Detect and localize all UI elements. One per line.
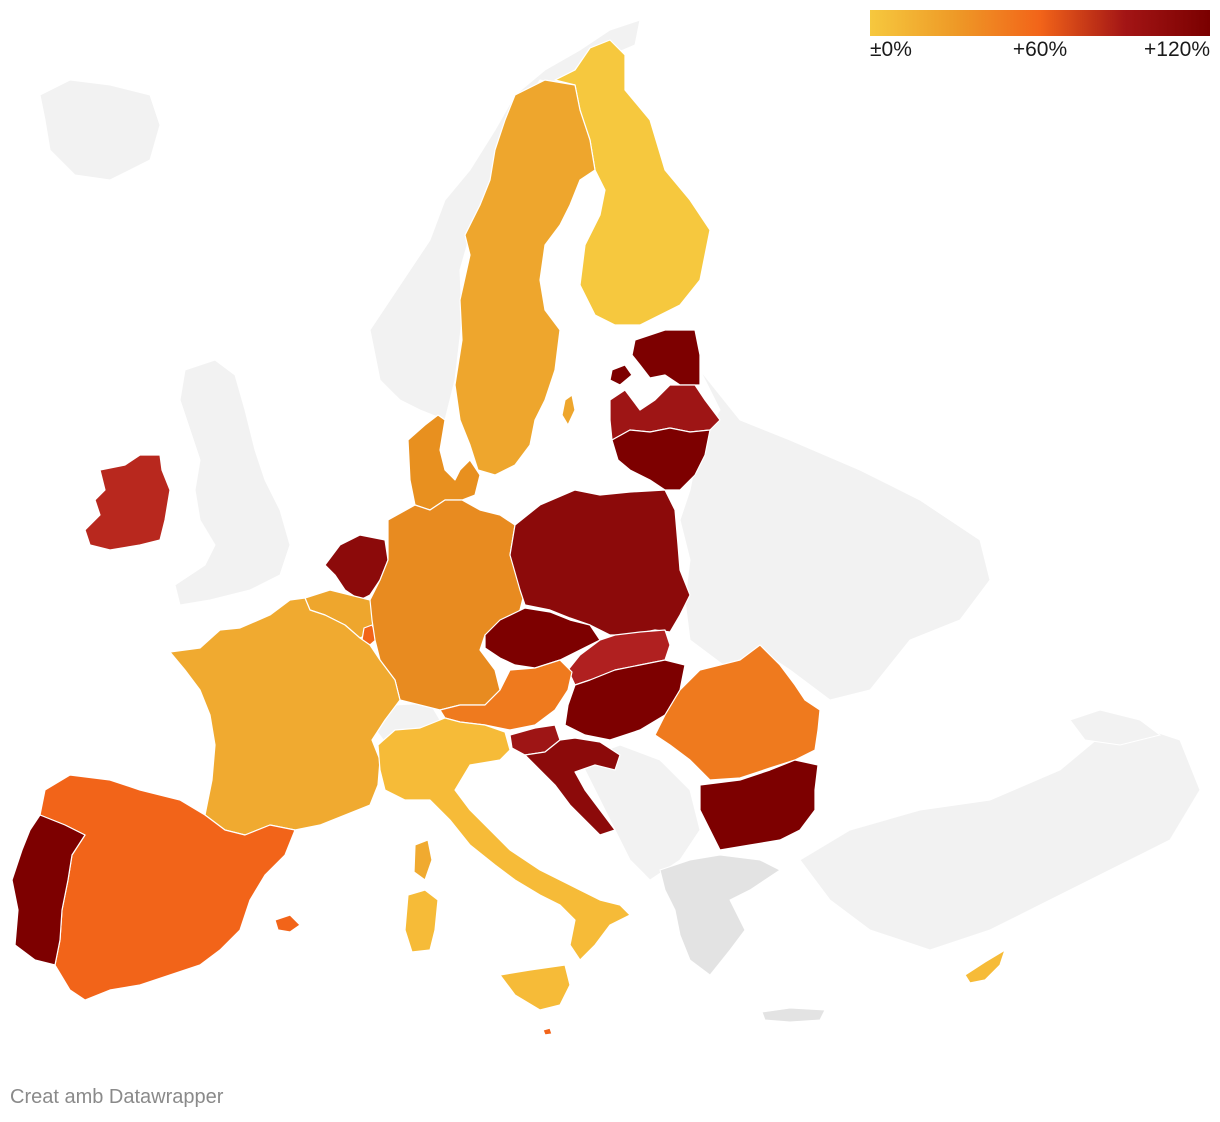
greece-shape xyxy=(659,854,781,976)
country-cyprus[interactable] xyxy=(964,949,1006,984)
country-spain-balearic[interactable] xyxy=(274,914,301,933)
country-croatia[interactable] xyxy=(524,737,621,836)
legend-mid-label: +60% xyxy=(1012,38,1068,61)
country-lithuania[interactable] xyxy=(611,427,711,491)
crete-shape xyxy=(761,1007,826,1023)
country-italy[interactable] xyxy=(377,717,631,961)
country-bulgaria[interactable] xyxy=(699,759,819,851)
country-malta[interactable] xyxy=(542,1027,553,1036)
country-italy-sicily[interactable] xyxy=(499,964,571,1011)
country-italy-sardinia[interactable] xyxy=(404,889,439,953)
russia-belarus-ukraine-shape xyxy=(679,369,991,701)
eu-countries xyxy=(11,39,1006,1036)
country-france-corsica[interactable] xyxy=(413,839,433,881)
country-estonia[interactable] xyxy=(631,329,701,386)
country-germany[interactable] xyxy=(369,499,526,711)
credit-text: Creat amb Datawrapper xyxy=(10,1086,224,1108)
legend-color-bar xyxy=(870,10,1210,36)
legend-max-label: +120% xyxy=(1144,38,1210,61)
country-ireland[interactable] xyxy=(84,454,171,551)
color-legend: ±0% +60% +120% xyxy=(870,10,1210,64)
country-romania[interactable] xyxy=(654,644,821,781)
country-france[interactable] xyxy=(169,597,401,836)
caucasus-shape xyxy=(1069,709,1162,746)
country-poland[interactable] xyxy=(509,489,691,636)
country-czechia[interactable] xyxy=(484,607,601,669)
country-netherlands[interactable] xyxy=(324,534,389,601)
uk-shape xyxy=(174,359,291,606)
europe-map xyxy=(11,19,1201,1036)
legend-min-label: ±0% xyxy=(870,38,912,61)
country-sweden[interactable] xyxy=(454,79,596,476)
country-portugal[interactable] xyxy=(11,814,86,966)
iceland-shape xyxy=(39,79,161,181)
turkey-shape xyxy=(799,719,1201,951)
legend-labels: ±0% +60% +120% xyxy=(870,38,1210,64)
country-estonia-island[interactable] xyxy=(609,364,633,386)
country-sweden-gotland[interactable] xyxy=(561,394,576,426)
balkans-shape xyxy=(579,744,701,881)
